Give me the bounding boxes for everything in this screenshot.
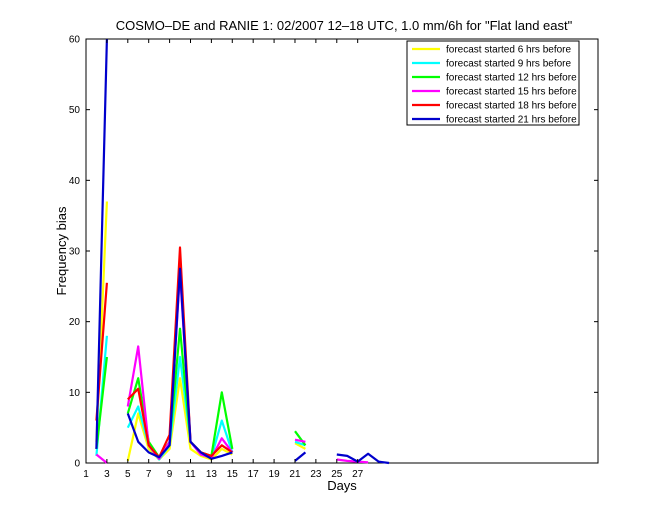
legend-label-1: forecast started 6 hrs before [446, 45, 572, 56]
legend-label-3: forecast started 12 hrs before [446, 73, 577, 84]
y-tick-label: 10 [69, 388, 81, 399]
legend: forecast started 6 hrs before forecast st… [406, 40, 580, 126]
y-tick-label: 30 [69, 247, 81, 258]
y-tick-label: 0 [74, 459, 80, 470]
x-tick-label: 3 [104, 469, 110, 480]
y-tick-label: 40 [69, 176, 81, 187]
series-line-6 [95, 38, 390, 465]
x-tick-label: 25 [331, 469, 343, 480]
y-tick-label: 20 [69, 317, 81, 328]
y-axis-label: Frequency bias [54, 206, 69, 295]
y-tick-label: 50 [69, 105, 81, 116]
x-tick-label: 23 [310, 469, 322, 480]
chart-title: COSMO–DE and RANIE 1: 02/2007 12–18 UTC,… [116, 18, 573, 33]
legend-label-5: forecast started 18 hrs before [446, 101, 577, 112]
x-tick-label: 13 [206, 469, 218, 480]
x-axis-label: Days [327, 478, 357, 493]
series-layer [95, 38, 390, 465]
x-tick-label: 15 [227, 469, 239, 480]
x-tick-label: 19 [269, 469, 281, 480]
x-tick-label: 11 [185, 469, 196, 480]
x-tick-label: 1 [83, 469, 89, 480]
legend-label-6: forecast started 21 hrs before [446, 115, 577, 126]
x-tick-label: 7 [146, 469, 152, 480]
y-tick-label: 60 [69, 35, 81, 46]
x-tick-label: 27 [352, 469, 364, 480]
x-tick-label: 17 [248, 469, 260, 480]
legend-label-2: forecast started 9 hrs before [446, 59, 572, 70]
legend-box [406, 40, 580, 126]
x-tick-label: 21 [289, 469, 301, 480]
x-tick-label: 5 [125, 469, 131, 480]
legend-label-4: forecast started 15 hrs before [446, 87, 577, 98]
x-tick-label: 9 [167, 469, 173, 480]
